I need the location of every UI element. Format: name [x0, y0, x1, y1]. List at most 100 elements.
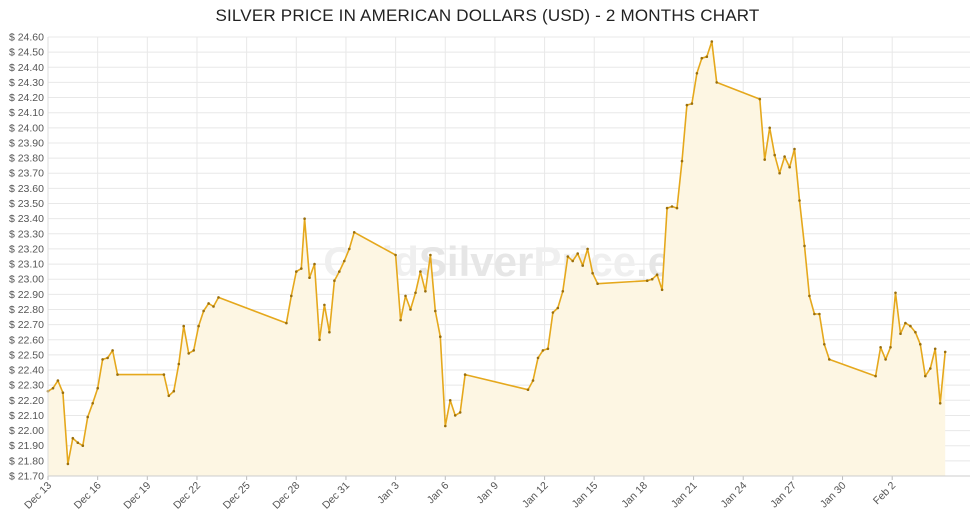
price-point [167, 394, 171, 398]
price-point [943, 350, 947, 354]
price-area-fill [48, 41, 946, 476]
y-tick-label: $ 24.30 [9, 77, 44, 89]
x-tick-label: Jan 21 [669, 480, 700, 511]
price-point [66, 462, 70, 466]
price-point [76, 441, 80, 445]
price-point [798, 199, 801, 202]
price-point [665, 206, 669, 210]
price-point [300, 267, 303, 270]
price-point [705, 55, 709, 58]
price-point [424, 290, 427, 293]
price-point [182, 324, 185, 328]
x-tick-label: Dec 28 [270, 480, 302, 512]
x-tick-label: Dec 16 [72, 480, 104, 512]
price-point [586, 247, 589, 251]
price-point [670, 205, 674, 208]
price-point [660, 288, 664, 292]
x-tick-label: Jan 12 [520, 480, 551, 511]
price-point [690, 102, 694, 105]
x-tick-label: Jan 6 [425, 480, 452, 507]
y-tick-label: $ 22.70 [9, 319, 44, 331]
price-point [419, 270, 422, 273]
price-point [290, 294, 293, 298]
price-point [343, 259, 346, 263]
y-tick-label: $ 24.40 [9, 62, 44, 74]
y-tick-label: $ 22.40 [9, 365, 44, 377]
price-point [768, 126, 771, 130]
x-tick-label: Dec 31 [320, 480, 352, 512]
price-point [700, 56, 704, 60]
chart-title: SILVER PRICE IN AMERICAN DOLLARS (USD) -… [215, 6, 760, 25]
y-tick-label: $ 22.10 [9, 410, 44, 422]
price-point [106, 356, 109, 360]
price-point [295, 270, 298, 273]
price-points [46, 40, 947, 466]
price-point [404, 294, 407, 298]
price-point [338, 270, 341, 273]
price-point [581, 264, 584, 267]
price-point [197, 324, 200, 328]
y-tick-label: $ 24.20 [9, 92, 44, 104]
price-point [399, 318, 402, 322]
x-tick-label: Dec 25 [221, 480, 253, 512]
price-point [788, 165, 791, 169]
price-point [551, 311, 555, 314]
price-point [823, 343, 826, 346]
x-tick-label: Jan 27 [768, 480, 799, 511]
price-point [333, 279, 336, 283]
y-tick-label: $ 23.30 [9, 228, 44, 240]
price-point [458, 411, 462, 414]
y-tick-label: $ 22.50 [9, 349, 44, 361]
price-point [894, 291, 897, 295]
price-point [409, 308, 412, 311]
price-point [536, 356, 540, 360]
y-tick-label: $ 22.20 [9, 395, 44, 407]
price-point [448, 399, 452, 402]
price-point [116, 373, 119, 376]
y-tick-label: $ 21.70 [9, 471, 44, 483]
price-point [177, 362, 181, 366]
y-tick-label: $ 23.70 [9, 168, 44, 180]
x-axis: Dec 13 Dec 16 Dec 19 Dec 22 Dec 25 Dec 28 Dec … [22, 475, 970, 512]
price-point [675, 206, 679, 210]
price-point [813, 312, 816, 316]
y-tick-label: $ 22.90 [9, 289, 44, 301]
y-tick-label: $ 23.90 [9, 137, 44, 149]
price-point [808, 294, 811, 298]
price-point [531, 379, 535, 382]
price-point [591, 271, 594, 275]
price-point [91, 402, 94, 405]
y-tick-label: $ 24.60 [9, 32, 44, 44]
y-tick-label: $ 22.30 [9, 380, 44, 392]
price-point [715, 81, 718, 84]
y-tick-label: $ 23.00 [9, 274, 44, 286]
price-point [884, 358, 887, 361]
price-point [101, 358, 104, 361]
price-point [313, 262, 316, 266]
price-point [576, 252, 579, 255]
price-point [323, 303, 326, 307]
price-point [192, 349, 195, 352]
price-point [463, 373, 467, 376]
price-point [212, 305, 215, 308]
y-tick-label: $ 23.10 [9, 259, 44, 271]
y-axis: $ 21.70 $ 21.80 $ 21.90 $ 22.00 $ 22.10 $ 22.… [9, 32, 49, 483]
price-point [904, 321, 907, 325]
price-point [453, 414, 457, 417]
y-tick-label: $ 24.00 [9, 122, 44, 134]
x-tick-label: Dec 19 [121, 480, 153, 512]
price-point [111, 349, 114, 352]
price-point [899, 332, 902, 336]
price-point [556, 306, 560, 310]
price-point [217, 296, 220, 299]
price-point [308, 276, 311, 280]
price-point [187, 352, 190, 355]
price-area [48, 41, 946, 476]
price-point [650, 277, 654, 281]
price-point [645, 279, 649, 283]
price-point [207, 302, 210, 305]
price-point [758, 97, 762, 101]
price-point [889, 346, 892, 349]
price-point [929, 367, 932, 370]
